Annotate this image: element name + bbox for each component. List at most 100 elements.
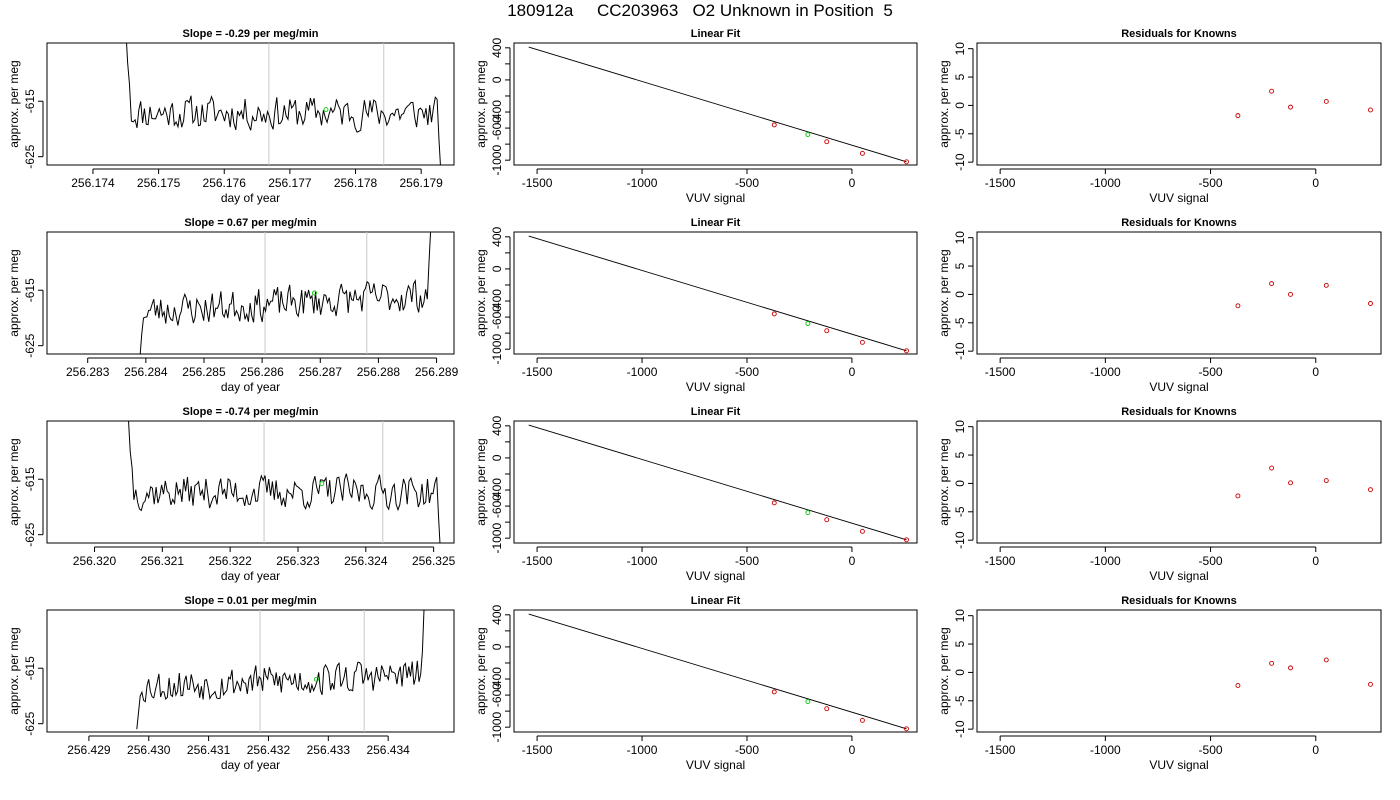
x-tick-label: -1000 (627, 176, 658, 190)
panel-2-2: Linear Fit -1500 -1000 -500 0 VUV signal -1000… (474, 217, 918, 394)
x-tick-label: -500 (735, 743, 759, 757)
x-tick-label: 256.283 (66, 365, 110, 379)
y-tick-label: -10 (953, 153, 967, 171)
x-tick-label: 0 (1312, 554, 1319, 568)
y-axis-title: approx. per meg (937, 438, 951, 525)
panel-3-1: Slope = -0.74 per meg/min 256.320 256.321 2… (7, 406, 456, 583)
data-trace (126, 43, 441, 165)
residual-point (1269, 88, 1275, 94)
panel-title: Linear Fit (691, 595, 741, 607)
y-tick-label: 0 (953, 480, 967, 487)
y-tick-label: -5 (953, 695, 967, 706)
y-tick-label: -615 (23, 656, 37, 680)
panel-1-1: Slope = -0.29 per meg/min 256.174 256.175 2… (7, 28, 455, 205)
panel-title: Slope = 0.67 per meg/min (184, 217, 317, 229)
known-point (824, 328, 830, 334)
panel-title: Slope = 0.01 per meg/min (184, 595, 317, 607)
x-tick-label: -1000 (627, 554, 658, 568)
panel-1-2: Linear Fit -1500 -1000 -500 0 VUV signal -1000… (474, 28, 918, 205)
known-point (771, 500, 777, 506)
residual-point (1288, 104, 1293, 110)
y-tick-label: -600 (490, 116, 504, 140)
y-tick-label: -1000 (490, 334, 504, 365)
y-tick-label: -1000 (490, 523, 504, 554)
plot-area (1235, 657, 1373, 688)
y-tick-label: -625 (23, 144, 37, 168)
y-tick-label: 0 (953, 291, 967, 298)
y-tick-label: -600 (490, 494, 504, 518)
known-point (859, 528, 865, 534)
known-point (771, 311, 777, 317)
y-tick-label: 5 (953, 451, 967, 458)
y-tick-label: 0 (953, 669, 967, 676)
plot-frame (976, 42, 1382, 166)
residual-point (1323, 657, 1329, 663)
x-tick-label: -1500 (522, 365, 553, 379)
x-tick-label: 256.176 (203, 176, 247, 190)
x-tick-label: 0 (1312, 176, 1319, 190)
plot-frame (513, 609, 918, 733)
known-point (824, 139, 830, 145)
plot-area (1235, 465, 1373, 499)
fit-line (528, 613, 907, 730)
y-axis-title: approx. per meg (474, 627, 488, 714)
plot-area (136, 610, 425, 732)
panel-3-3: Residuals for Knowns -1500 -1000 -500 0 VUV s… (937, 406, 1382, 583)
panel-2-3: Residuals for Knowns -1500 -1000 -500 0 VUV s… (937, 217, 1382, 394)
residual-point (1269, 281, 1275, 287)
x-tick-label: -1500 (985, 743, 1016, 757)
panel-title: Residuals for Knowns (1121, 28, 1237, 40)
residual-point (1323, 98, 1329, 104)
x-tick-label: -1000 (627, 743, 658, 757)
x-tick-label: -1000 (1090, 365, 1121, 379)
y-axis-title: approx. per meg (474, 438, 488, 525)
panel-title: Linear Fit (691, 28, 741, 40)
y-tick-label: -600 (490, 305, 504, 329)
x-tick-label: -500 (735, 176, 759, 190)
unknown-point (805, 510, 811, 515)
x-tick-label: 256.286 (240, 365, 284, 379)
panel-4-3: Residuals for Knowns -1500 -1000 -500 0 VUV s… (937, 595, 1382, 772)
plot-area (528, 613, 909, 732)
plot-frame (976, 609, 1382, 733)
plot-frame (513, 420, 918, 544)
x-axis-title: VUV signal (1149, 569, 1208, 583)
residual-point (1269, 660, 1275, 666)
y-tick-label: 10 (953, 231, 967, 245)
unknown-marker (312, 290, 317, 296)
plot-area (139, 232, 432, 354)
y-tick-label: -5 (953, 506, 967, 517)
known-point (904, 348, 909, 354)
unknown-point (805, 321, 811, 326)
x-tick-label: 256.322 (208, 554, 252, 568)
known-point (904, 159, 909, 165)
x-tick-label: -1500 (522, 176, 553, 190)
y-tick-label: 10 (953, 420, 967, 434)
y-tick-label: -400 (490, 289, 504, 313)
x-tick-label: 0 (849, 365, 856, 379)
unknown-point (805, 699, 811, 704)
x-tick-label: 256.324 (344, 554, 388, 568)
fit-line (528, 424, 907, 541)
y-tick-label: 5 (953, 640, 967, 647)
residual-point (1288, 665, 1293, 671)
unknown-marker (323, 107, 329, 112)
x-axis-title: VUV signal (686, 569, 745, 583)
fit-line (528, 46, 907, 163)
panel-1-3: Residuals for Knowns -1500 -1000 -500 0 VUV s… (937, 28, 1382, 205)
y-tick-label: 400 (490, 37, 504, 57)
x-axis-title: VUV signal (1149, 758, 1208, 772)
y-tick-label: -625 (23, 711, 37, 735)
x-tick-label: -500 (1199, 365, 1223, 379)
plot-frame (46, 42, 455, 166)
y-tick-label: -1000 (490, 145, 504, 176)
plot-frame (513, 42, 918, 166)
x-tick-label: -500 (1199, 176, 1223, 190)
x-tick-label: -1500 (985, 554, 1016, 568)
y-tick-label: -615 (23, 467, 37, 491)
y-tick-label: -400 (490, 478, 504, 502)
y-tick-label: 0 (490, 265, 504, 272)
x-tick-label: 256.174 (71, 176, 115, 190)
residual-point (1235, 683, 1241, 688)
y-tick-label: -615 (23, 278, 37, 302)
